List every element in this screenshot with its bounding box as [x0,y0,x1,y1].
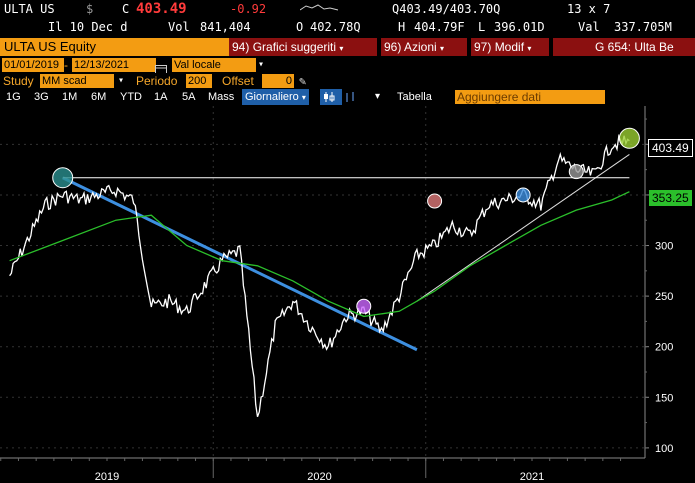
close-label: C [122,2,130,16]
chart-toolbar: 1G 3G 1M 6M YTD 1A 5A Mass Giornaliero ▾… [0,89,695,106]
event-marker [568,164,584,180]
event-marker [427,193,443,209]
study-select[interactable]: MM scad [40,74,114,88]
chart-series [9,133,630,418]
menu-number: 97) [474,40,492,54]
event-marker [356,298,372,314]
end-date-field[interactable]: 12/13/2021 [72,58,156,72]
security-title[interactable]: ULTA US Equity [0,38,229,56]
moving-average-label: 353.25 [649,190,692,206]
low-value: 396.01D [494,20,545,34]
chevron-down-icon[interactable]: ▾ [375,91,381,102]
menu-number: 94) [232,40,250,54]
y-tick-label: 300 [655,241,673,253]
frequency-select-value: Giornaliero [245,91,299,103]
volume-value: 841,404 [200,20,251,34]
menu-azioni[interactable]: 96) Azioni ▾ [381,38,467,56]
period-button-5a[interactable]: 5A [182,91,196,103]
volume-label: Vol [168,20,190,34]
high-label: H [398,20,406,34]
period-field[interactable]: 200 [186,74,212,88]
pencil-icon[interactable]: ✎ [299,74,307,88]
x-tick-label: 2020 [307,471,331,483]
table-button[interactable]: Tabella [397,91,432,103]
date-separator: - [64,58,68,72]
value-amount: 337.705M [614,20,672,34]
menu-number: 96) [384,40,402,54]
x-tick-label: 2021 [520,471,544,483]
offset-field[interactable]: 0 [262,74,294,88]
period-button-1m[interactable]: 1M [62,91,78,103]
chart-grid [0,106,646,459]
menu-label: Azioni [404,40,437,54]
moving-average-line [9,191,630,318]
last-trade-date: Il 10 Dec d [48,20,128,34]
y-tick-label: 200 [655,342,673,354]
chart-title-text: G 654: Ulta Be [595,40,674,54]
currency-select-value: Val locale [174,59,221,71]
period-button-1g[interactable]: 1G [6,91,21,103]
study-row: Study MM scad ▾ Periodo 200 Offset 0 ✎ [0,73,695,89]
period-button-6m[interactable]: 6M [91,91,107,103]
period-button-1a[interactable]: 1A [154,91,168,103]
chevron-down-icon: ▾ [301,93,306,102]
dropdown-arrow-icon: ▾ [440,44,445,53]
calendar-icon[interactable] [155,60,167,73]
frequency-select[interactable]: Giornaliero ▾ [242,89,309,105]
currency-select[interactable]: Val locale [172,58,256,72]
open-label: O [296,20,304,34]
event-marker [618,127,640,149]
event-marker [52,167,74,189]
chart-markers [52,127,640,314]
x-tick-label: 2019 [95,471,119,483]
period-label: Periodo [136,74,178,88]
ticker[interactable]: ULTA US [4,2,55,16]
last-price-label: 403.49 [648,139,693,157]
period-button-3g[interactable]: 3G [34,91,49,103]
trendline [416,154,630,302]
chart-title: G 654: Ulta Be [553,38,695,56]
dropdown-arrow-icon: ▾ [339,44,344,53]
menu-grafici-suggeriti[interactable]: 94) Grafici suggeriti ▾ [229,38,377,56]
add-data-field[interactable]: Aggiungere dati [455,90,605,104]
event-marker [515,187,531,203]
chevron-down-icon[interactable]: ▾ [118,75,125,86]
bid-ask-quote: Q403.49/403.70Q [392,2,501,16]
candlestick-icon[interactable] [320,89,342,105]
study-label: Study [3,74,34,88]
chevron-down-icon[interactable]: ▾ [258,59,265,70]
header-quote-row: ULTA US $ C 403.49 -0.92 Q403.49/403.70Q… [0,0,695,18]
y-axis: 100150200250300350400 [645,118,673,455]
menu-modif[interactable]: 97) Modif ▾ [471,38,549,56]
sparkline-icon [300,4,339,11]
y-tick-label: 250 [655,291,673,303]
header-stats-row: Il 10 Dec d Vol 841,404 O 402.78Q H 404.… [0,18,695,37]
offset-label: Offset [222,74,254,88]
title-bar: ULTA US Equity 94) Grafici suggeriti ▾ 9… [0,38,695,57]
y-tick-label: 150 [655,392,673,404]
lot-size: 13 x 7 [567,2,611,16]
price-change: -0.92 [230,2,267,16]
value-label: Val [578,20,600,34]
period-button-ytd[interactable]: YTD [120,91,142,103]
period-button-mass[interactable]: Mass [208,91,235,103]
open-value: 402.78Q [310,20,361,34]
date-range-row: 01/01/2019 - 12/13/2021 Val locale ▾ [0,57,695,73]
x-axis: 2019 2020 2021 [0,458,622,483]
close-value: 403.49 [136,1,187,17]
currency-symbol: $ [86,2,94,16]
y-tick-label: 100 [655,443,673,455]
high-value: 404.79F [414,20,465,34]
menu-label: Modif [494,40,525,54]
low-label: L [478,20,486,34]
start-date-field[interactable]: 01/01/2019 [2,58,64,72]
bar-type-icon[interactable] [344,89,358,105]
dropdown-arrow-icon: ▾ [527,44,532,53]
menu-label: Grafici suggeriti [252,40,337,54]
